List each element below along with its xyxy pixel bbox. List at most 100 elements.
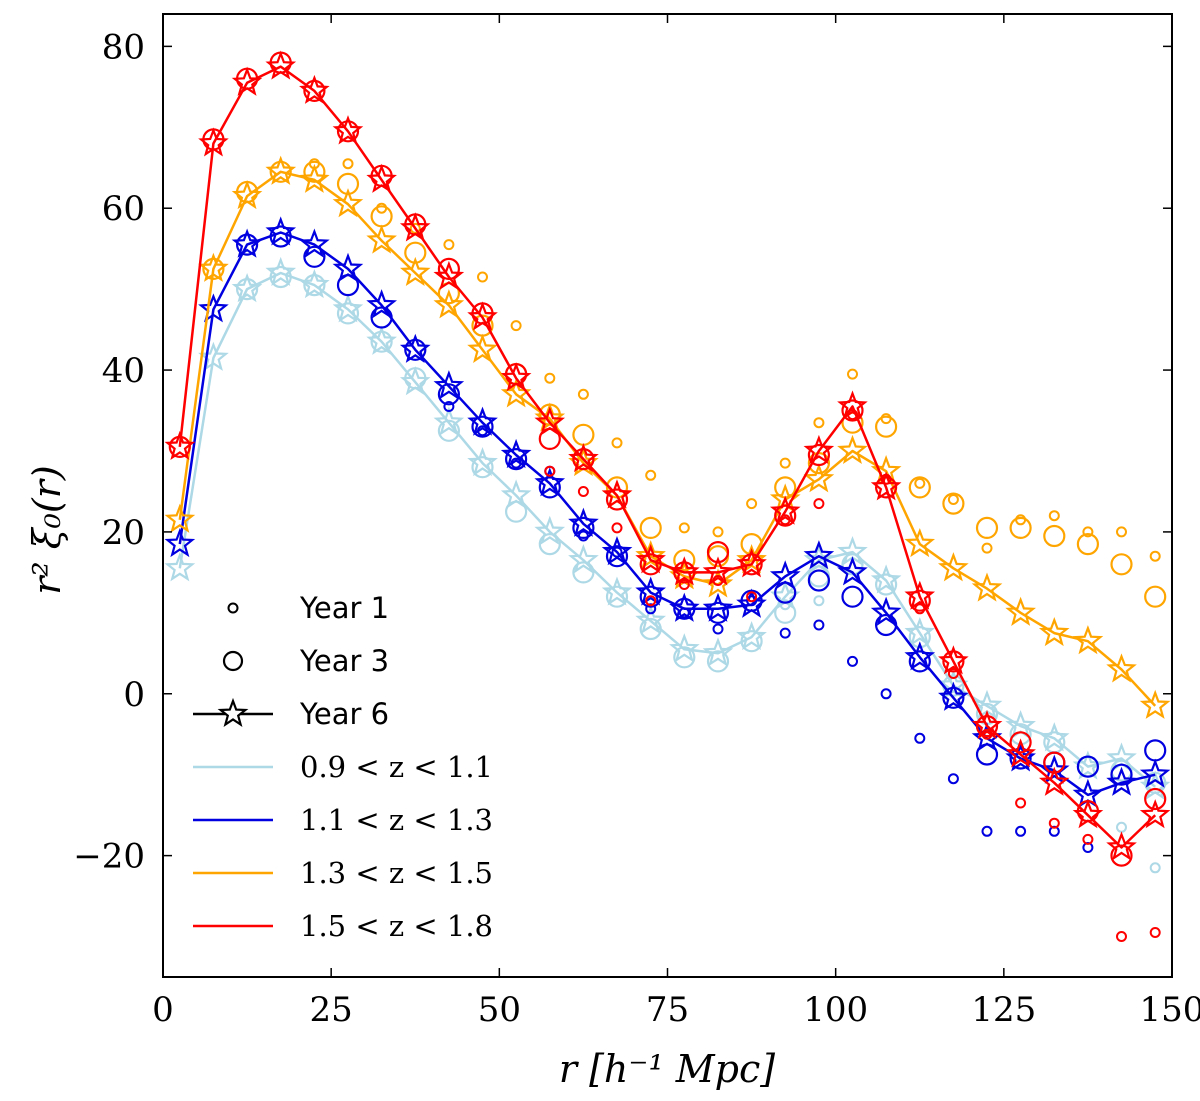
x-tick-label: 100 [803, 990, 868, 1030]
year6-point [500, 479, 532, 509]
year3-point [538, 532, 561, 556]
year6-point [433, 260, 465, 291]
year6-point [231, 228, 263, 258]
year6-point [904, 641, 936, 671]
year1-point [1048, 510, 1060, 522]
year6-point [568, 442, 599, 473]
legend-year6-marker [217, 697, 249, 728]
year6-point [198, 127, 229, 157]
year6-point [837, 390, 868, 420]
year6-point [601, 535, 633, 566]
year1-point [1149, 550, 1161, 562]
year6-point [332, 293, 364, 323]
year1-point [544, 465, 556, 477]
year6-point [265, 256, 297, 287]
year1-point [880, 413, 892, 425]
year1-point [847, 655, 858, 667]
year6-point [1005, 596, 1036, 626]
year3-point [774, 504, 797, 527]
year3-point [605, 545, 629, 568]
year6-point [265, 216, 297, 246]
year3-point [1144, 739, 1167, 762]
year1-point [813, 498, 825, 510]
year6-point [769, 495, 801, 525]
year6-point [904, 580, 936, 610]
legend-year1-label: Year 1 [299, 591, 389, 625]
year1-point [376, 202, 388, 214]
x-tick-label: 150 [1140, 990, 1200, 1030]
year6-point [870, 564, 902, 594]
plot-area [164, 50, 1171, 942]
year1-point [712, 623, 724, 635]
year1-point [645, 595, 657, 607]
year3-point [639, 516, 662, 540]
year1-point [678, 522, 690, 534]
legend-series-1-label: 0.9 < z < 1.1 [300, 750, 493, 784]
year6-point [971, 572, 1003, 602]
year6-point [1106, 831, 1137, 861]
year6-point [198, 252, 229, 282]
year3-point [807, 569, 831, 592]
y-tick-label: 40 [102, 351, 145, 391]
legend-year1-marker [227, 602, 239, 614]
year1-point [1116, 526, 1127, 538]
year3-point [437, 383, 460, 406]
year6-point [938, 645, 969, 675]
year6-point [1072, 625, 1104, 655]
year6-point [500, 438, 532, 469]
year3-point [605, 585, 629, 608]
legend: Year 1 Year 3 Year 6 0.9 < z < 1.1 1.1 < z <… [193, 591, 493, 943]
x-tick-label: 125 [971, 990, 1036, 1030]
year6-point [399, 256, 431, 287]
year1-point [611, 437, 623, 449]
year6-point [736, 548, 767, 578]
year6-point [1139, 799, 1171, 829]
legend-year3-marker [222, 650, 244, 672]
year1-point [779, 627, 791, 639]
year3-point [572, 423, 595, 446]
year6-point [803, 540, 835, 570]
year1-point [813, 619, 825, 631]
year6-point [803, 463, 835, 493]
year1-point [577, 388, 589, 400]
year3-point [1009, 731, 1032, 754]
year3-point [572, 516, 595, 540]
year6-point [938, 552, 969, 582]
year1-point [1149, 862, 1161, 874]
year6-point [231, 179, 263, 210]
year3-point [303, 245, 326, 268]
year6-point [1038, 616, 1070, 647]
year1-point [1116, 821, 1127, 833]
year3-point [908, 589, 931, 612]
legend-year6-label: Year 6 [299, 697, 389, 731]
year3-point [706, 650, 730, 673]
year3-point [471, 415, 494, 438]
year6-point [1005, 738, 1036, 768]
year6-point [299, 228, 330, 258]
year6-point [803, 544, 835, 574]
year6-point [702, 568, 734, 598]
year3-point [538, 476, 561, 499]
year3-point [841, 399, 864, 422]
year6-point [164, 552, 196, 582]
year3-point [673, 646, 696, 669]
year6-point [164, 430, 196, 461]
year1-point [914, 732, 926, 744]
year6-point [534, 406, 566, 436]
year6-point [1038, 722, 1070, 752]
year6-point [366, 163, 397, 193]
year3-point [807, 443, 831, 467]
year1-point [947, 494, 959, 505]
year6-point [500, 362, 532, 392]
year1-point [1082, 526, 1094, 538]
year6-point [568, 507, 599, 537]
x-tick-label: 25 [310, 990, 353, 1030]
year6-point [938, 681, 969, 711]
year1-point [342, 158, 354, 170]
year6-point [736, 620, 767, 651]
year1-point [813, 417, 825, 429]
year6-point [1038, 766, 1070, 796]
year3-point [1076, 532, 1100, 556]
year6-point [332, 252, 364, 282]
year1-point [914, 477, 926, 489]
